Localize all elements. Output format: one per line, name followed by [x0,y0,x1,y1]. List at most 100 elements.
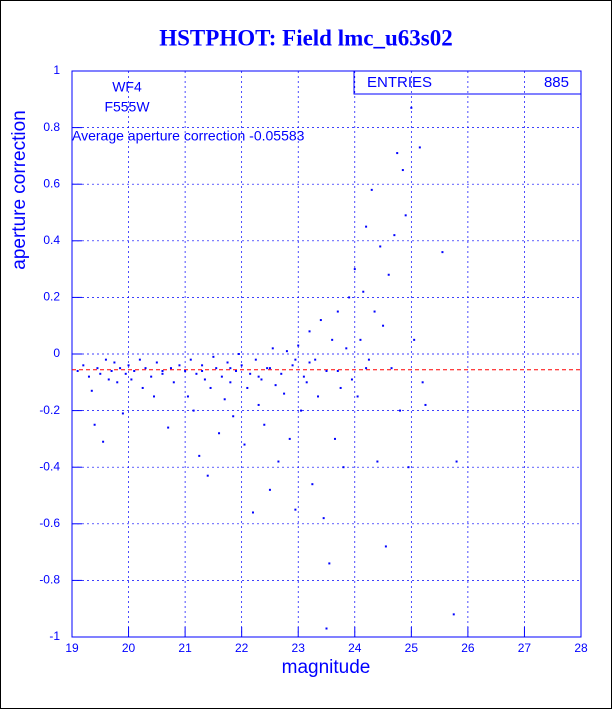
y-tick-label: 0.4 [43,233,60,247]
point [161,369,164,372]
point [399,409,402,412]
point [390,367,393,370]
point [317,395,320,398]
point [96,367,99,370]
x-axis-label: magnitude [282,657,371,678]
point [452,613,455,616]
point [107,378,110,381]
y-tick-label: 0.2 [43,290,60,304]
point [138,358,141,361]
point [184,369,187,372]
point [93,423,96,426]
point [424,403,427,406]
point [254,358,257,361]
point [328,562,331,565]
point [141,386,144,389]
point [396,152,399,155]
point [169,367,172,370]
point [387,273,390,276]
y-tick-label: 0.6 [43,176,60,190]
x-tick-label: 26 [461,641,475,655]
point [283,392,286,395]
point [277,460,280,463]
point [336,369,339,372]
y-tick-label: 1 [53,63,60,77]
point [229,381,232,384]
point [333,437,336,440]
point [153,395,156,398]
point [322,517,325,520]
point [249,372,252,375]
point [116,381,119,384]
x-tick-label: 27 [518,641,532,655]
x-tick-label: 28 [574,641,588,655]
point [186,395,189,398]
x-tick-label: 19 [65,641,79,655]
point [161,372,164,375]
point [102,440,105,443]
point [410,106,413,109]
point [167,426,170,429]
point [308,330,311,333]
point [218,432,221,435]
point [418,146,421,149]
annotation: F555W [104,99,150,115]
point [119,367,122,370]
y-tick-label: -0.8 [39,573,60,587]
point [144,367,147,370]
point [229,367,232,370]
x-tick-label: 20 [122,641,136,655]
point [124,372,127,375]
point [113,361,116,364]
point [172,381,175,384]
point [155,361,158,364]
point [104,358,107,361]
point [365,367,368,370]
stats-value: 885 [544,74,569,91]
point [353,268,356,271]
point [370,188,373,191]
point [280,372,283,375]
point [76,369,79,372]
point [302,375,305,378]
point [127,364,130,367]
point [441,251,444,254]
point [268,488,271,491]
point [189,358,192,361]
x-tick-label: 21 [178,641,192,655]
point [319,319,322,322]
annotation: WF4 [112,79,142,95]
point [243,443,246,446]
point [257,403,260,406]
point [311,483,314,486]
point [263,423,266,426]
point [367,358,370,361]
point [82,364,85,367]
point [178,364,181,367]
point [266,367,269,370]
point [297,344,300,347]
point [362,290,365,293]
point [206,474,209,477]
point [325,369,328,372]
point [285,350,288,353]
point [421,381,424,384]
point [121,412,124,415]
point [348,296,351,299]
point [223,398,226,401]
point [257,375,260,378]
stats-label: ENTRIES [367,74,432,91]
x-tick-label: 22 [235,641,249,655]
point [404,214,407,217]
x-tick-label: 23 [292,641,306,655]
point [308,361,311,364]
point [133,369,136,372]
y-tick-label: 0 [53,346,60,360]
point [220,375,223,378]
point [291,364,294,367]
point [150,375,153,378]
point [294,508,297,511]
y-tick-label: -0.6 [39,516,60,530]
